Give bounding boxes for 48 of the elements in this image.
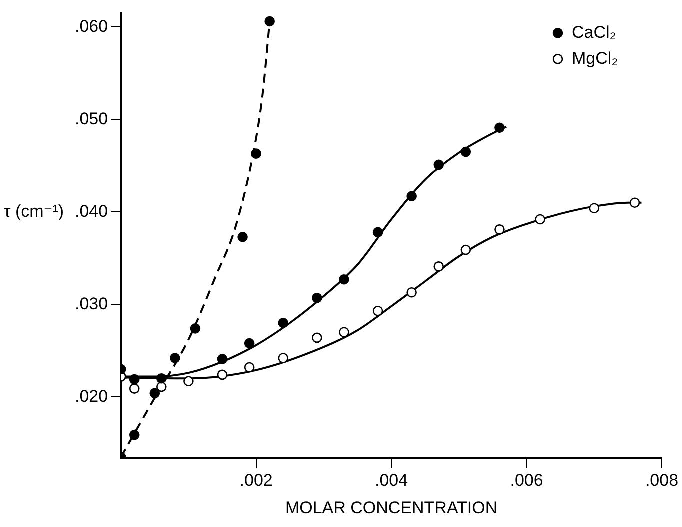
y-tick-label: .050 [74, 109, 108, 128]
point [460, 244, 472, 256]
point [494, 224, 505, 235]
legend-label: CaCl₂ [572, 22, 616, 42]
point [238, 232, 248, 242]
point [372, 306, 384, 316]
point [630, 198, 640, 208]
point [339, 327, 350, 338]
point [170, 353, 180, 364]
point [264, 16, 275, 27]
point [494, 122, 505, 134]
point [129, 384, 140, 394]
point [339, 274, 350, 285]
point [312, 332, 322, 344]
point [184, 376, 194, 387]
point [589, 203, 600, 214]
point [372, 227, 384, 238]
point [251, 148, 262, 159]
point [434, 160, 444, 170]
point [434, 262, 444, 272]
point [244, 362, 255, 373]
point [278, 353, 289, 364]
x-tick-label: .004 [374, 471, 408, 490]
point [406, 287, 417, 298]
point [190, 324, 201, 334]
point [535, 214, 546, 225]
y-tick-label: .040 [74, 202, 108, 221]
y-tick-label: .030 [74, 294, 108, 314]
point [129, 430, 140, 440]
point [217, 354, 228, 364]
point [156, 373, 167, 384]
y-axis-title: τ (cm⁻¹) [4, 202, 64, 221]
x-axis-title: MOLAR CONCENTRATION [285, 498, 498, 518]
point [217, 370, 228, 380]
y-tick-label: .060 [74, 16, 108, 36]
point [406, 191, 417, 202]
point [244, 338, 255, 349]
point [150, 388, 160, 399]
point [129, 374, 140, 385]
x-tick-label: .002 [240, 471, 273, 490]
y-tick-label: .020 [74, 386, 108, 406]
point [312, 293, 322, 304]
point [156, 382, 167, 392]
point [460, 146, 472, 158]
x-tick-label: .008 [645, 471, 679, 490]
x-tick-label: .006 [510, 471, 544, 490]
legend-label: MgCl₂ [572, 48, 618, 68]
point [278, 318, 289, 328]
